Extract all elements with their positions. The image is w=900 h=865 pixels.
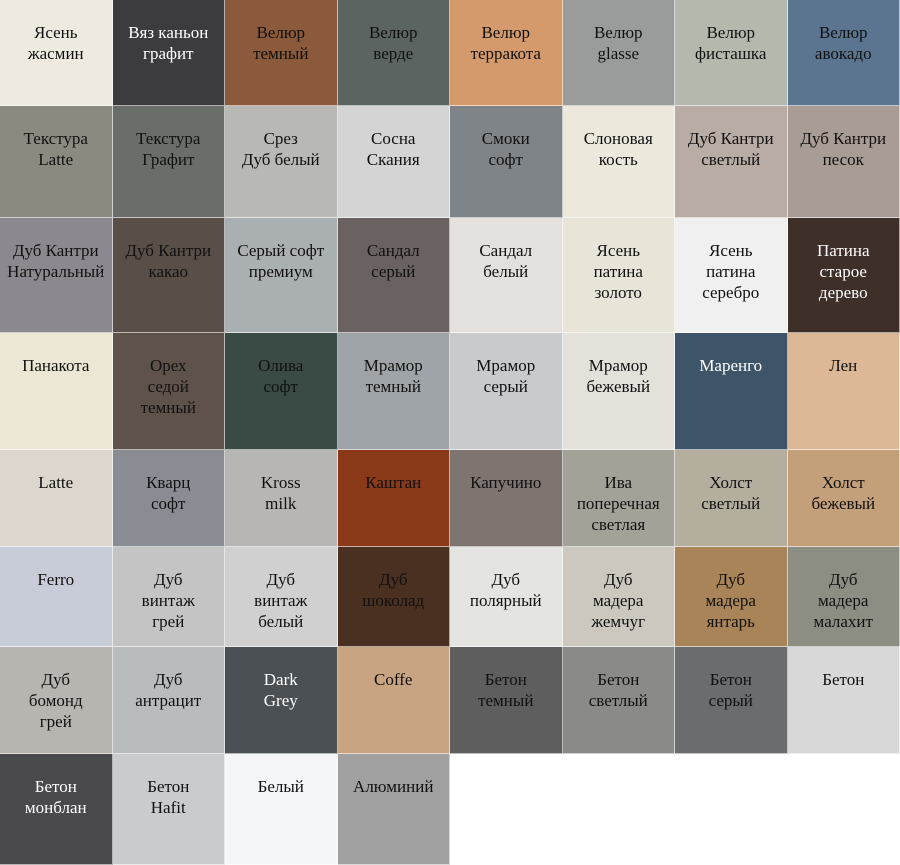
swatch: Велюр glasse <box>562 0 675 106</box>
swatch: Вяз каньон графит <box>112 0 225 106</box>
swatch: Kross milk <box>225 450 338 547</box>
swatch: Холст бежевый <box>787 450 900 547</box>
swatch: Серый софт премиум <box>225 218 338 333</box>
swatch: Дуб мадера жемчуг <box>562 547 675 647</box>
swatch: Dark Grey <box>225 647 338 754</box>
swatch: Бетон темный <box>450 647 563 754</box>
swatch: Бетон Hafit <box>112 754 225 865</box>
swatch: Олива софт <box>225 333 338 450</box>
swatch: Смоки софт <box>450 106 563 218</box>
swatch: Дуб Кантри песок <box>787 106 900 218</box>
swatch: Каштан <box>337 450 450 547</box>
swatch: Дуб полярный <box>450 547 563 647</box>
swatch: Дуб винтаж грей <box>112 547 225 647</box>
swatch: Дуб Кантри светлый <box>675 106 788 218</box>
swatch: Coffe <box>337 647 450 754</box>
swatch: Сандал серый <box>337 218 450 333</box>
swatch: Текстура Графит <box>112 106 225 218</box>
swatch: Ferro <box>0 547 113 647</box>
swatch: Бетон <box>787 647 900 754</box>
swatch: Дуб винтаж белый <box>225 547 338 647</box>
swatch: Велюр темный <box>225 0 338 106</box>
swatch: Лен <box>787 333 900 450</box>
swatch: Кварц софт <box>112 450 225 547</box>
swatch: Дуб Кантри Натуральный <box>0 218 113 333</box>
swatch: Белый <box>225 754 338 865</box>
swatch: Мрамор серый <box>450 333 563 450</box>
swatch: Бетон монблан <box>0 754 113 865</box>
swatch: Патина старое дерево <box>787 218 900 333</box>
swatch: Бетон серый <box>675 647 788 754</box>
swatch: Мрамор темный <box>337 333 450 450</box>
swatch: Дуб антрацит <box>112 647 225 754</box>
swatch: Мрамор бежевый <box>562 333 675 450</box>
swatch: Ива поперечная светлая <box>562 450 675 547</box>
swatch: Дуб шоколад <box>337 547 450 647</box>
swatch: Орех седой темный <box>112 333 225 450</box>
swatch: Маренго <box>675 333 788 450</box>
swatch: Ясень патина серебро <box>675 218 788 333</box>
swatch: Сосна Скания <box>337 106 450 218</box>
swatch: Велюр терракота <box>450 0 563 106</box>
swatch: Текстура Latte <box>0 106 113 218</box>
swatch: Дуб мадера янтарь <box>675 547 788 647</box>
swatch: Бетон светлый <box>562 647 675 754</box>
swatch: Капучино <box>450 450 563 547</box>
swatch: Ясень жасмин <box>0 0 113 106</box>
swatch: Слоновая кость <box>562 106 675 218</box>
swatch: Ясень патина золото <box>562 218 675 333</box>
swatch: Панакота <box>0 333 113 450</box>
swatch: Дуб Кантри какао <box>112 218 225 333</box>
swatch: Срез Дуб белый <box>225 106 338 218</box>
swatch: Велюр верде <box>337 0 450 106</box>
swatch: Сандал белый <box>450 218 563 333</box>
swatch: Велюр авокадо <box>787 0 900 106</box>
swatch: Алюминий <box>337 754 450 865</box>
swatch: Дуб бомонд грей <box>0 647 113 754</box>
swatch: Холст светлый <box>675 450 788 547</box>
swatch: Latte <box>0 450 113 547</box>
swatch: Велюр фисташка <box>675 0 788 106</box>
swatch: Дуб мадера малахит <box>787 547 900 647</box>
